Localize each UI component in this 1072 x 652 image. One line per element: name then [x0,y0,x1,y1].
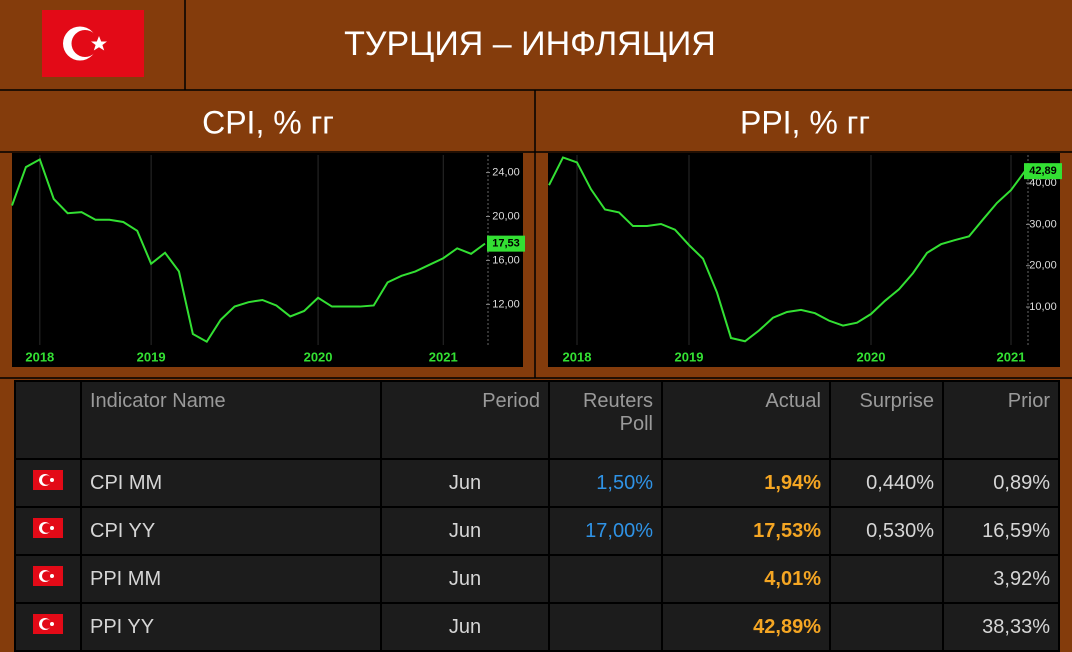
flag-icon [33,566,63,586]
turkey-flag [42,10,144,77]
x-tick-label: 2019 [137,349,166,364]
chart-title: CPI, % гг [202,104,334,140]
y-tick-label: 12,00 [492,298,520,310]
flag-icon [33,518,63,538]
table-cell: Jun [380,458,550,508]
x-tick-label: 2018 [25,349,54,364]
header-cell: Indicator Name [80,380,382,460]
table-cell: Jun [380,506,550,556]
y-tick-label: 40,00 [1029,177,1057,189]
header-cell: Surprise [829,380,944,460]
table-row: CPI MM Jun 1,50% 1,94% 0,440% 0,89% [14,458,1060,508]
table-cell: 3,92% [942,554,1060,604]
flag-cell [14,554,82,604]
x-tick-label: 2018 [563,349,592,364]
table-cell: 0,530% [829,506,944,556]
flag-cell [14,458,82,508]
table-cell: Jun [380,554,550,604]
chart-background [548,153,1060,367]
table-row: CPI YY Jun 17,00% 17,53% 0,530% 16,59% [14,506,1060,556]
table-cell: 17,00% [548,506,663,556]
header-cell: Actual [661,380,831,460]
x-tick-label: 2021 [997,349,1026,364]
table-cell [548,554,663,604]
value-label: 42,89 [1029,165,1057,177]
y-tick-label: 24,00 [492,166,520,178]
flag-cell [14,506,82,556]
page-title: ТУРЦИЯ – ИНФЛЯЦИЯ [344,25,716,63]
x-tick-label: 2020 [304,349,333,364]
x-tick-label: 2019 [675,349,704,364]
y-tick-label: 16,00 [492,254,520,266]
table-cell [548,602,663,652]
table-cell: 17,53% [661,506,831,556]
y-tick-label: 30,00 [1029,218,1057,230]
data-line [548,156,1026,343]
indicator-table: Indicator Name Period Reuters Poll Actua… [14,380,1060,652]
table-cell: CPI MM [80,458,382,508]
table-cell [829,602,944,652]
value-label-box [487,235,525,252]
x-tick-label: 2021 [429,349,458,364]
table-row: PPI YY Jun 42,89% 38,33% [14,602,1060,652]
flag-icon [33,614,63,634]
table-cell: PPI YY [80,602,382,652]
value-label-box [1024,163,1062,180]
table-cell: 0,440% [829,458,944,508]
table-cell: CPI YY [80,506,382,556]
table-cell: 1,50% [548,458,663,508]
header-cell [14,380,82,460]
y-tick-label: 20,00 [1029,260,1057,272]
table-cell [829,554,944,604]
y-tick-label: 20,00 [492,210,520,222]
header-cell: Reuters Poll [548,380,663,460]
table-cell: 38,33% [942,602,1060,652]
table-cell: 0,89% [942,458,1060,508]
chart-title: PPI, % гг [740,104,870,140]
table-cell: 42,89% [661,602,831,652]
x-tick-label: 2020 [857,349,886,364]
flag-cell [14,602,82,652]
table-cell: Jun [380,602,550,652]
flag-icon [33,470,63,490]
chart-background [12,153,523,367]
table-cell: 16,59% [942,506,1060,556]
table-cell: 1,94% [661,458,831,508]
y-tick-label: 10,00 [1029,301,1057,313]
table-cell: 4,01% [661,554,831,604]
value-label: 17,53 [492,238,520,250]
data-line [11,157,486,344]
header-cell: Prior [942,380,1060,460]
table-row: PPI MM Jun 4,01% 3,92% [14,554,1060,604]
table-cell: PPI MM [80,554,382,604]
header-cell: Period [380,380,550,460]
